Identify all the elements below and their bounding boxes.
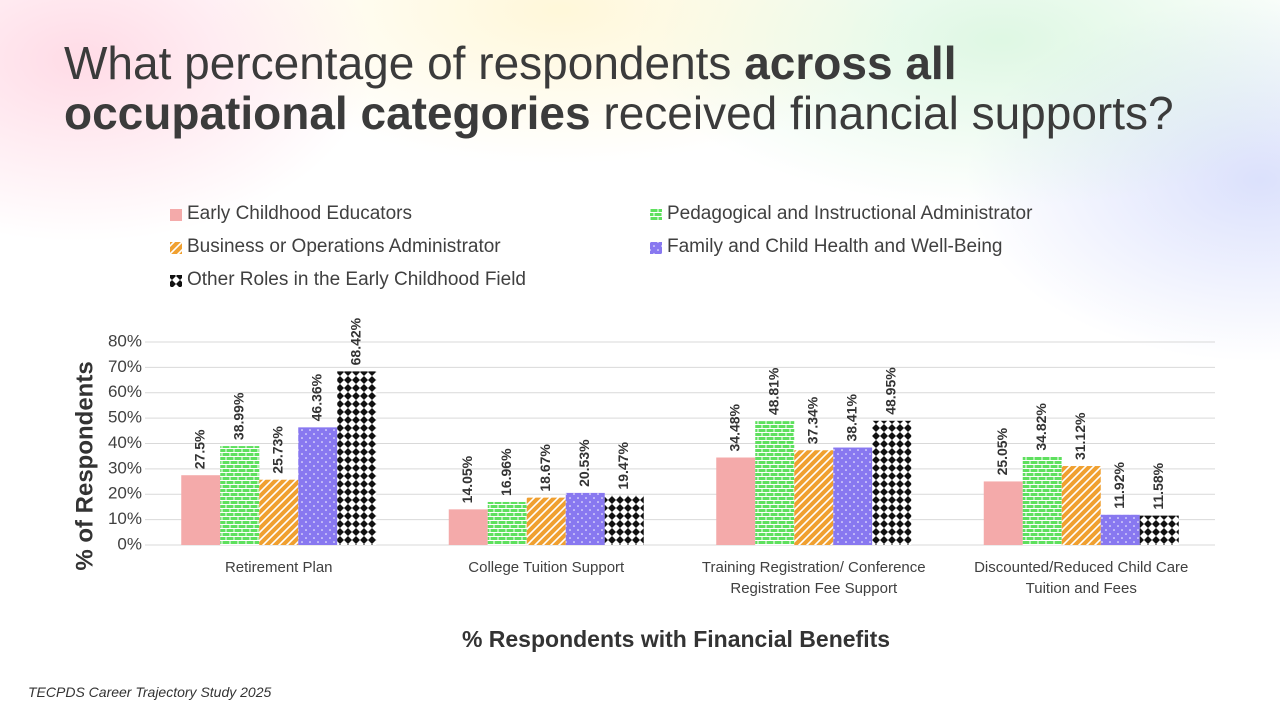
data-label: 25.73%	[269, 426, 285, 474]
bar	[983, 481, 1023, 545]
y-tick-label: 60%	[108, 382, 142, 401]
bar	[716, 457, 756, 545]
y-tick-label: 30%	[108, 458, 142, 477]
y-tick-label: 10%	[108, 509, 142, 528]
bar	[1100, 514, 1140, 545]
legend-label: Business or Operations Administrator	[187, 236, 501, 257]
legend-swatch	[170, 209, 182, 221]
legend-swatch	[170, 275, 182, 287]
legend-label: Early Childhood Educators	[187, 203, 412, 224]
bar	[337, 371, 377, 545]
bar	[604, 495, 644, 545]
title-part: received financial supports?	[590, 87, 1174, 139]
y-tick-label: 70%	[108, 357, 142, 376]
bar	[1022, 456, 1062, 545]
data-label: 68.42%	[347, 317, 363, 365]
bar	[526, 497, 566, 545]
data-label: 11.92%	[1111, 461, 1127, 508]
data-label: 11.58%	[1150, 462, 1166, 509]
bar	[755, 421, 795, 545]
bar	[833, 447, 873, 545]
data-label: 14.05%	[459, 455, 475, 503]
bar	[872, 420, 912, 545]
data-label: 19.47%	[615, 442, 631, 490]
data-label: 37.34%	[804, 396, 820, 444]
data-label: 31.12%	[1072, 412, 1088, 460]
data-label: 25.05%	[994, 427, 1010, 475]
y-axis-title: % of Respondents	[71, 361, 98, 570]
data-label: 46.36%	[308, 373, 324, 421]
bar	[259, 479, 299, 545]
data-label: 20.53%	[576, 439, 592, 487]
legend-label: Pedagogical and Instructional Administra…	[667, 203, 1033, 224]
legend-swatch	[650, 209, 662, 221]
data-label: 16.96%	[498, 448, 514, 496]
y-tick-label: 80%	[108, 331, 142, 350]
y-tick-label: 40%	[108, 433, 142, 452]
legend-label: Family and Child Health and Well-Being	[667, 236, 1003, 257]
x-tick-label: Discounted/Reduced Child Care Tuition an…	[974, 559, 1189, 597]
legend-swatch	[650, 242, 662, 254]
data-label: 38.99%	[230, 392, 246, 440]
bar	[487, 501, 527, 545]
bar	[181, 475, 221, 545]
legend-swatch	[170, 242, 182, 254]
title: What percentage of respondents across al…	[64, 38, 1184, 138]
y-tick-label: 50%	[108, 408, 142, 427]
legend-label: Other Roles in the Early Childhood Field	[187, 269, 527, 290]
bar	[565, 492, 605, 545]
data-label: 48.95%	[882, 367, 898, 415]
bar	[1139, 515, 1179, 545]
x-tick-label: College Tuition Support	[468, 559, 625, 576]
x-axis-title: % Respondents with Financial Benefits	[461, 626, 891, 652]
bar	[448, 509, 488, 545]
bar	[220, 446, 260, 545]
bar	[298, 427, 338, 545]
data-label: 34.48%	[726, 403, 742, 451]
y-tick-label: 0%	[117, 534, 142, 553]
data-label: 48.81%	[765, 367, 781, 415]
y-tick-label: 20%	[108, 484, 142, 503]
data-label: 34.82%	[1033, 403, 1049, 451]
data-label: 18.67%	[537, 444, 553, 492]
bar	[1061, 466, 1101, 545]
source-note: TECPDS Career Trajectory Study 2025	[28, 684, 272, 700]
title-part: What percentage of respondents	[64, 37, 745, 89]
data-label: 38.41%	[843, 394, 859, 442]
data-label: 27.5%	[191, 429, 207, 469]
x-tick-label: Retirement Plan	[224, 559, 333, 576]
x-tick-label: Training Registration/ Conference Regist…	[701, 559, 926, 597]
title-part-bold: across all occupational categories	[64, 37, 957, 139]
bar	[794, 450, 834, 545]
